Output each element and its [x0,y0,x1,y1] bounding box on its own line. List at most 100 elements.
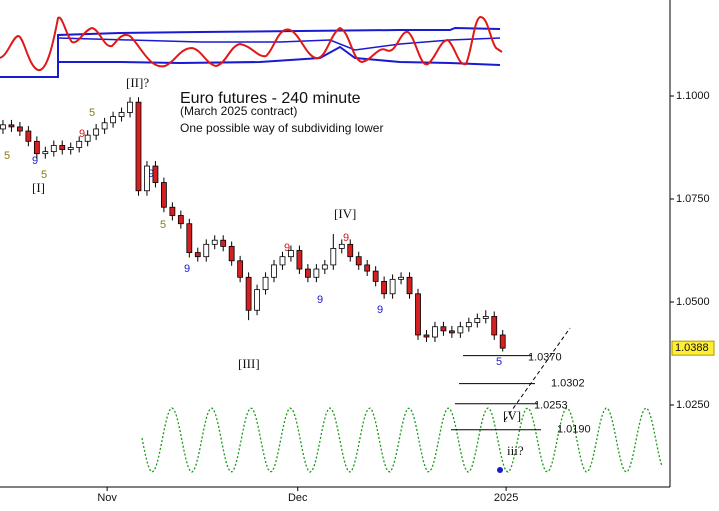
count-label: 9 [284,242,290,254]
candle-body [321,264,328,270]
candle-body [499,334,506,349]
level-label: 1.0190 [557,424,591,436]
level-label: 1.0302 [551,377,585,389]
indicator-band [0,26,501,78]
candle-body [415,293,421,336]
candle-body [110,116,116,124]
candle-body [135,101,142,192]
count-label: 5 [4,150,10,162]
last-price-label: 1.0388 [675,342,709,354]
target-dot [497,467,503,473]
candle-body [338,243,345,249]
count-label: 9 [343,232,349,244]
candle-body [169,206,176,216]
count-label: 9 [79,128,85,140]
candle-body [364,264,371,272]
count-label: 9 [184,263,190,275]
last-price-badge [671,340,715,356]
candle-body [372,270,379,282]
y-tick-label: 1.0250 [676,399,710,411]
candle-body [211,239,218,245]
level-label: 1.0370 [528,351,562,363]
candle-body [101,122,108,130]
candle-body [118,112,125,117]
candle-body [406,276,413,295]
candle-body [381,281,388,295]
candle-body [228,245,235,262]
candle-body [25,130,32,142]
candle-body [279,256,286,266]
wave-label: [I] [32,180,45,195]
candle-body [76,140,83,148]
candle-body [220,239,227,247]
candle-body [288,250,294,258]
level-label: 1.0253 [534,400,568,412]
candle-body [254,289,260,311]
candle-body [177,215,184,225]
y-tick-label: 1.0500 [676,296,710,308]
count-label: 9 [148,168,154,180]
candle-body [42,151,49,155]
candle-body [203,243,210,258]
indicator-band [58,45,501,66]
count-label: 9 [32,155,38,167]
candle-body [84,134,91,142]
candle-body [127,101,133,113]
candle-body [194,252,201,258]
candle-body [465,322,472,328]
candle-body [474,318,481,324]
candle-body [17,126,23,132]
candle-body [448,330,455,334]
chart-title: Euro futures - 240 minute [180,90,361,107]
y-tick-label: 1.0750 [676,193,710,205]
x-tick-label: 2025 [494,492,518,504]
candle-body [440,326,447,332]
candle-body [93,128,100,136]
wave-label: [IV] [334,206,356,221]
candle-body [398,276,404,280]
candle-body [186,223,193,253]
indicator-band [57,37,501,51]
candle-body [144,165,150,192]
y-tick-label: 1.1000 [676,90,710,102]
candle-body [457,326,464,334]
projection-line [504,327,571,421]
candle-body [33,140,40,155]
candle-body [482,316,489,319]
x-tick-label: Dec [288,492,308,504]
count-label: 9 [317,294,323,306]
candle-body [347,243,354,258]
candle-body [432,326,438,338]
candle-body [423,334,430,338]
candle-body [8,124,15,128]
cycle-line [141,407,663,473]
wave-label: [III] [238,356,260,371]
candle-body [491,316,498,336]
candle-body [296,250,303,270]
candle-body [152,165,159,183]
count-label: 5 [496,356,502,368]
candle-body [237,260,244,278]
candle-body [330,248,337,266]
count-label: 5 [41,169,47,181]
candle-body [245,276,252,311]
wave-label: [II]? [126,75,149,90]
candle-body [313,268,320,278]
oscillator [0,16,503,71]
count-label: 5 [160,219,166,231]
candle-body [355,256,362,266]
candle-body [59,145,66,150]
count-label: 5 [89,107,95,119]
candle-body [161,182,167,208]
chart-subtitle: (March 2025 contract) [180,104,297,118]
candle-body [389,278,396,295]
x-tick-label: Nov [97,492,117,504]
wave-label: [V] [503,408,521,423]
candle-body [0,124,6,130]
candle-body [271,264,277,278]
candle-body [50,145,57,153]
count-label: 9 [377,304,383,316]
candle-body [304,268,311,278]
chart-note: One possible way of subdividing lower [180,121,383,135]
